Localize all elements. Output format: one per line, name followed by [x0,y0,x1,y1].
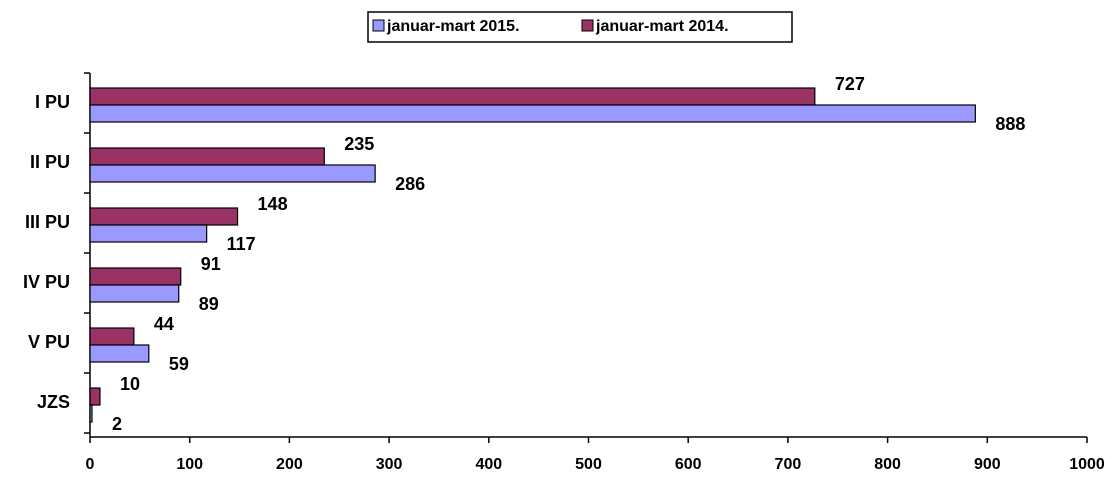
category-label: III PU [25,212,70,232]
x-tick-label: 100 [176,456,203,473]
value-label: 286 [395,174,425,194]
x-tick-label: 700 [775,456,802,473]
value-label: 10 [120,374,140,394]
value-label: 89 [199,294,219,314]
bar [89,284,180,303]
bar [89,164,376,183]
value-label: 888 [995,114,1025,134]
legend-label: januar-mart 2015. [386,18,520,35]
bar [89,404,93,423]
bar [89,387,101,406]
value-label: 235 [344,134,374,154]
x-tick-label: 0 [86,456,95,473]
category-label: V PU [28,332,70,352]
x-tick-label: 400 [475,456,502,473]
bar [89,267,182,286]
legend-swatch [372,19,385,32]
x-tick-label: 1000 [1069,456,1105,473]
value-label: 148 [258,194,288,214]
category-label: I PU [35,92,70,112]
value-label: 117 [227,234,256,254]
category-label: IV PU [23,272,70,292]
x-tick-label: 300 [376,456,403,473]
value-label: 2 [112,414,122,434]
value-label: 91 [201,254,221,274]
x-tick-label: 900 [974,456,1001,473]
x-tick-label: 200 [276,456,303,473]
x-tick-label: 500 [575,456,602,473]
bar [89,327,135,346]
value-label: 59 [169,354,189,374]
bar [89,344,150,363]
category-label: II PU [30,152,70,172]
value-label: 44 [154,314,174,334]
legend-swatch [581,19,594,32]
bar [89,104,976,123]
x-tick-label: 800 [874,456,901,473]
bar [89,87,816,106]
bar [89,147,325,166]
bar [89,207,239,226]
legend-box [367,11,793,43]
legend-label: januar-mart 2014. [595,18,729,35]
x-tick-label: 600 [675,456,702,473]
bar [89,224,208,243]
category-label: JZS [37,392,70,412]
value-label: 727 [835,74,865,94]
